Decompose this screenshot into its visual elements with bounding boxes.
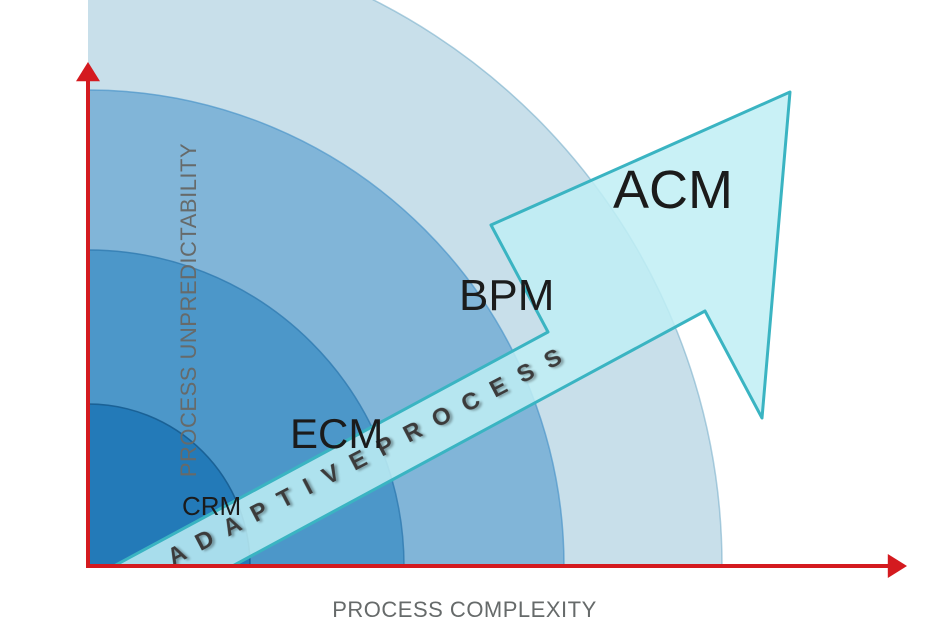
diagram-stage: A D A P T I V E P R O C E S S CRMECMBPMA… [0, 0, 929, 637]
y-axis-label: PROCESS UNPREDICTABILITY [176, 143, 202, 477]
diagram-svg: A D A P T I V E P R O C E S S CRMECMBPMA… [0, 0, 929, 637]
x-axis-label: PROCESS COMPLEXITY [0, 597, 929, 623]
label-bpm: BPM [459, 271, 554, 320]
label-acm: ACM [613, 160, 733, 220]
label-crm: CRM [182, 491, 241, 521]
label-ecm: ECM [290, 410, 383, 457]
